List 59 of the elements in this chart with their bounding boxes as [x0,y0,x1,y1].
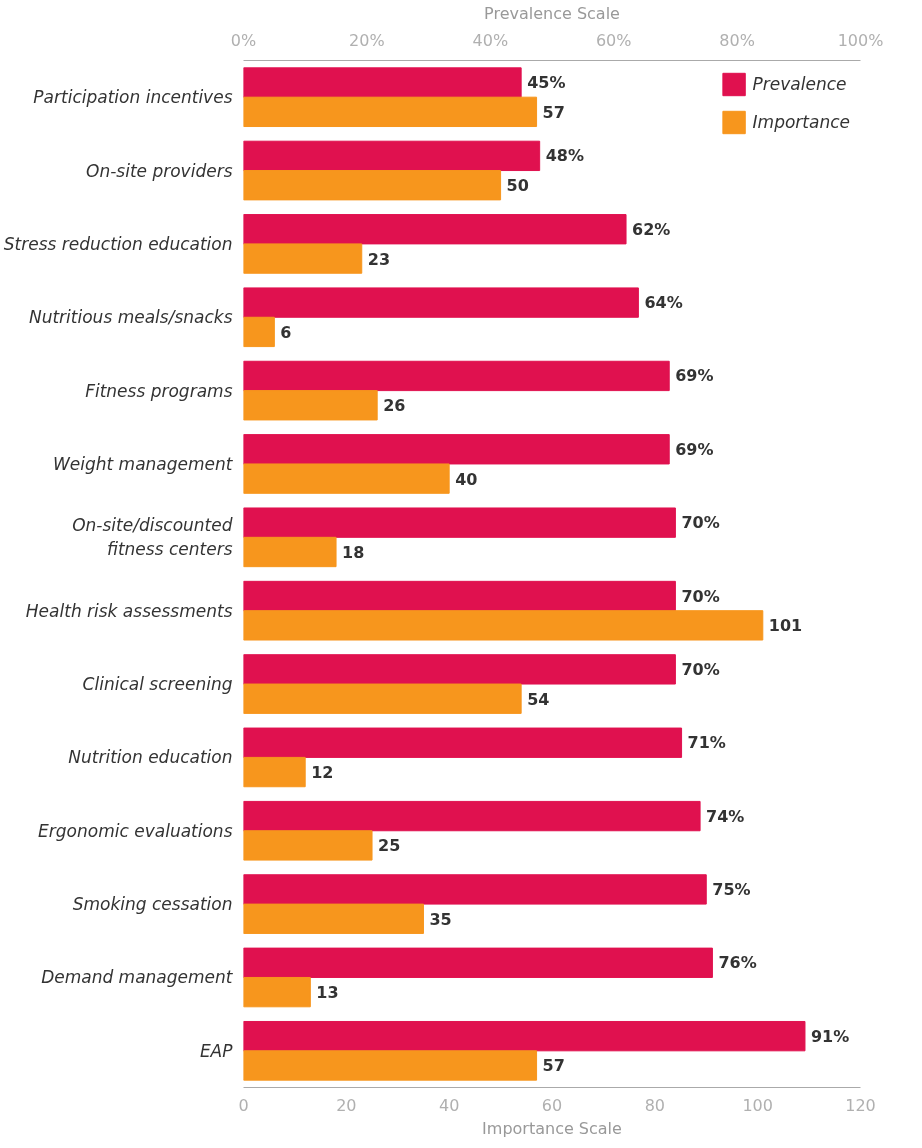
x2-tick-label: 100% [837,30,884,50]
data-label: 101 [768,616,803,636]
data-label: 25 [378,836,401,856]
data-label: 75% [712,879,751,899]
y-tick-label: Nutritious meals/snacks [28,307,233,328]
data-label: 18 [342,542,365,562]
data-label: 62% [632,219,671,239]
data-label: 57 [542,1056,565,1076]
y-tick-label: Ergonomic evaluations [38,820,233,841]
x-tick-label: 60 [541,1095,563,1115]
data-label: 26 [383,396,406,416]
x2-tick-label: 80% [719,30,755,50]
data-label: 64% [644,293,683,313]
data-label: 70% [681,513,720,533]
y-tick-label: Smoking cessation [72,894,233,915]
x2-tick-label: 20% [349,30,385,50]
y-tick-label: On-site/discounted fitness centers [72,515,233,560]
data-label: 91% [810,1026,850,1046]
x-tick-label: 0 [238,1095,249,1115]
y-tick-label: Fitness programs [85,380,233,401]
x-tick-label: 120 [845,1095,876,1115]
data-label: 57 [542,102,565,122]
data-label: 23 [367,249,391,269]
x-axis-title: Importance Scale [482,1118,622,1138]
y-tick-label: Health risk assessments [25,600,233,621]
data-label: 54 [527,689,550,709]
data-label: 48% [545,146,584,166]
y-tick-label: Participation incentives [33,87,233,108]
data-label: 76% [718,953,757,973]
data-label: 69% [675,439,714,459]
y-tick-label: Nutrition education [68,747,233,768]
data-label: 12 [311,763,334,783]
data-label: 50 [506,176,529,196]
x-tick-label: 40 [438,1095,460,1115]
data-label: 74% [706,806,745,826]
data-label: 70% [681,586,720,606]
x2-tick-label: 0% [230,30,257,50]
y-tick-label: EAP [199,1040,234,1061]
data-label: 45% [527,73,566,93]
y-tick-label: Demand management [41,967,234,988]
y-tick-label: On-site providers [86,160,233,181]
y-tick-label: Clinical screening [82,674,233,695]
data-label: 69% [675,366,714,386]
data-label: 35 [429,909,452,929]
x2-tick-label: 60% [595,30,632,50]
x2-axis-title: Prevalence Scale [484,3,620,23]
x-tick-label: 80 [644,1095,666,1115]
x2-tick-label: 40% [472,30,509,50]
data-label: 70% [681,659,720,679]
y-tick-label: Weight management [53,453,234,474]
legend-label: Prevalence [752,74,847,94]
y-tick-label: Stress reduction education [3,233,233,254]
x-tick-label: 20 [336,1095,357,1115]
data-label: 13 [316,983,339,1003]
data-label: 40 [455,469,478,489]
data-label: 71% [687,733,726,753]
legend-label: Importance [752,112,850,132]
data-label: 6 [280,322,292,342]
x-tick-label: 100 [742,1095,773,1115]
